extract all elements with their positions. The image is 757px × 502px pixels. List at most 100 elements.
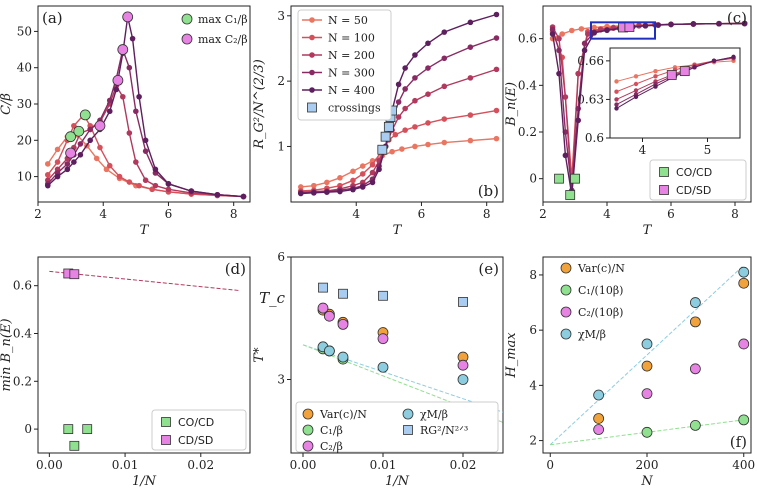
legend-label: RG²/N²ᐟ³: [420, 424, 468, 437]
series-point: [441, 116, 448, 122]
marker-circle: [323, 310, 335, 322]
marker-circle: [641, 338, 653, 350]
series-point: [369, 179, 376, 186]
series-point: [152, 182, 159, 189]
series-point: [402, 127, 408, 133]
series-point: [359, 163, 366, 169]
legend-label: N = 50: [328, 14, 368, 27]
series-point: [653, 68, 658, 74]
series-point: [142, 177, 149, 184]
marker-circle: [641, 360, 653, 372]
series-point: [642, 23, 649, 29]
plot-area-a: [44, 11, 247, 200]
x-tick-label-f: 0: [546, 458, 554, 472]
y-tick-label-b: 1: [277, 139, 285, 153]
marker-square: [458, 297, 468, 307]
legend-marker: [309, 52, 315, 58]
y-tick-label-d: 0.2: [13, 374, 32, 388]
x-axis-label: T: [140, 223, 150, 238]
series-point: [402, 105, 408, 112]
series-point: [575, 105, 581, 112]
y-tick-label-d: 0.4: [13, 326, 32, 340]
series-point: [653, 84, 658, 89]
series-point: [412, 124, 418, 130]
plot-area-c: [549, 20, 748, 200]
legend-marker: [309, 87, 315, 93]
series-point: [350, 186, 356, 193]
legend-label: Var(c)/N: [319, 408, 367, 421]
x-tick-label-e: 0.01: [370, 458, 397, 472]
series-point: [467, 75, 474, 81]
series-point: [578, 26, 585, 32]
series-point: [136, 93, 142, 100]
y-tick-label-a: 30: [17, 97, 32, 111]
marker-square: [554, 173, 564, 184]
legend-box: [649, 159, 747, 201]
marker-circle: [593, 424, 605, 435]
x-tick-label-b: 8: [483, 207, 491, 221]
panel-e: 0.00 0.01 0.02 3 6 (e) 1/N T* T_c Var(c)/N χM/β C₁/…: [252, 250, 504, 489]
x-tick-label-c: 4: [603, 207, 611, 221]
series-point: [126, 179, 133, 185]
legend-label: max C₂/β: [198, 33, 248, 46]
series-point: [633, 74, 639, 79]
legend-label: N = 200: [328, 49, 375, 62]
plot-area-d: [49, 268, 239, 451]
axes-frame-f: [542, 256, 752, 454]
y-axis-label: min B_n(E): [0, 318, 14, 391]
legend-marker: [309, 17, 315, 23]
x-axis-label: T: [393, 223, 403, 238]
legend-label: CD/SD: [676, 184, 711, 197]
series-point: [106, 162, 113, 169]
series-point: [467, 112, 474, 118]
series-point: [214, 191, 221, 198]
series-point: [425, 141, 431, 148]
legend-marker: [659, 167, 669, 177]
legend-marker: [302, 408, 314, 420]
series-point: [493, 11, 500, 18]
marker-circle: [689, 297, 701, 308]
legend-label: CD/SD: [178, 434, 213, 447]
tc-label: T_c: [259, 289, 286, 307]
series-point: [350, 177, 356, 184]
legend-label: C₁/(10β): [578, 284, 623, 297]
series-point: [87, 126, 93, 133]
series-point: [395, 81, 402, 88]
y-tick-label-c_inset: 0.66: [577, 54, 604, 68]
series-point: [77, 141, 84, 147]
marker-square: [82, 424, 93, 434]
legend-marker: [302, 440, 314, 452]
legend-box: [151, 409, 247, 451]
series-point: [188, 188, 195, 194]
legend-label: N = 300: [328, 67, 375, 80]
series-point: [369, 169, 376, 176]
marker-circle: [317, 302, 329, 314]
marker-circle: [641, 426, 653, 438]
marker-square: [565, 190, 576, 200]
legend-marker: [181, 13, 193, 25]
marker-circle: [593, 413, 605, 424]
marker-circle: [79, 109, 91, 121]
series-point: [133, 159, 139, 165]
series-point: [614, 79, 619, 84]
x-axis-label: T: [643, 223, 653, 238]
marker-square: [63, 424, 74, 434]
x-tick-label-a: 8: [230, 207, 238, 221]
marker-circle: [94, 120, 106, 132]
series-point: [591, 30, 597, 36]
series-point: [97, 144, 103, 151]
series-point: [103, 166, 110, 173]
series-point: [126, 64, 133, 71]
panel-label: (a): [42, 9, 63, 27]
series-point: [559, 31, 565, 37]
series-point: [614, 97, 619, 102]
y-tick-label-a: 20: [17, 133, 32, 147]
series-point: [395, 114, 402, 120]
y-tick-label-a: 50: [17, 24, 32, 38]
y-tick-label-f: 4: [529, 378, 537, 392]
legend-marker: [560, 328, 572, 340]
panel-label: (b): [478, 182, 499, 200]
y-tick-label-a: 10: [17, 170, 32, 184]
marker-circle: [641, 388, 653, 400]
plot-area-f: [549, 264, 750, 446]
